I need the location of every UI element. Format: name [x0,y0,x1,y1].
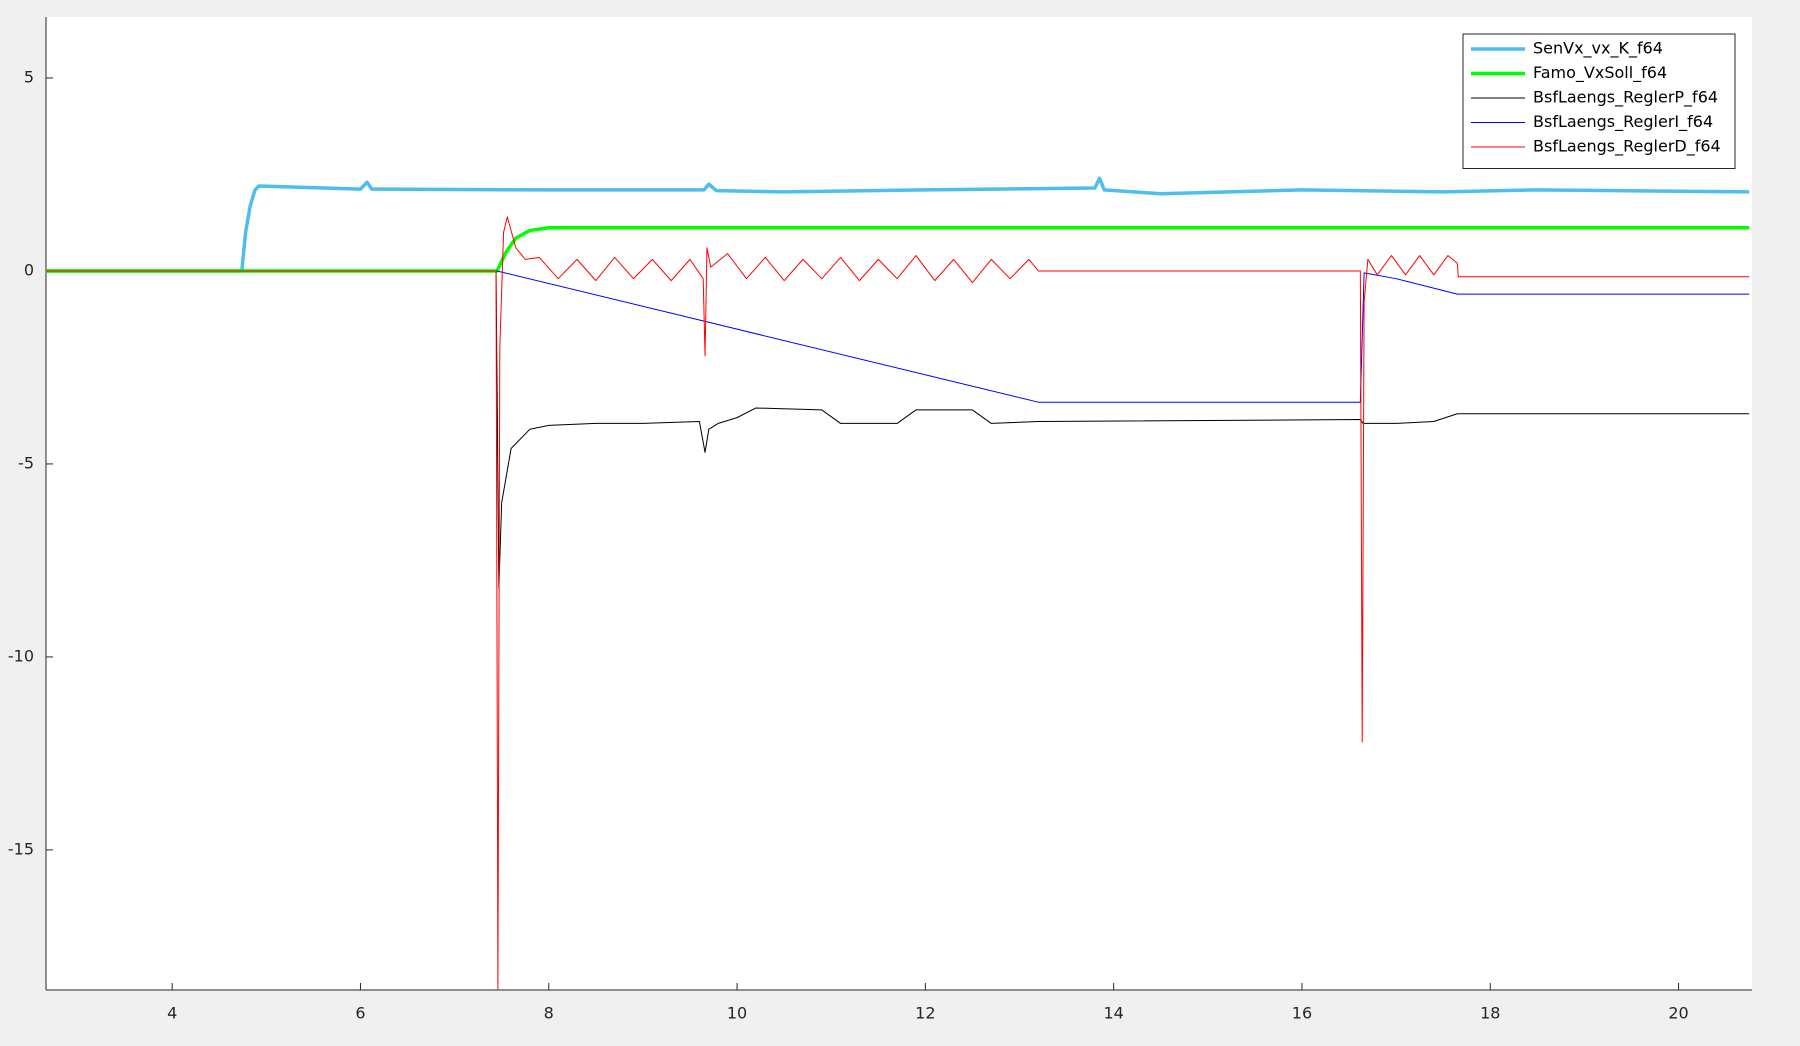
y-tick-label: -5 [18,453,34,472]
series-line [46,176,1750,273]
y-tick-label: -15 [8,839,34,858]
legend-box [1462,33,1736,169]
x-tick-label: 4 [167,1004,177,1023]
legend-label: SenVx_vx_K_f64 [1533,39,1663,59]
plot-area [46,17,1752,990]
legend-label: Famo_VxSoll_f64 [1533,63,1667,83]
series-line [46,270,1750,588]
y-tick-label: 0 [24,260,34,279]
x-tick-label: 14 [1103,1004,1123,1023]
x-tick-label: 10 [727,1004,747,1023]
legend-label: BsfLaengs_ReglerI_f64 [1533,112,1713,132]
y-tick-label: 5 [24,67,34,86]
y-tick-label: -10 [8,646,34,665]
series-line [46,216,1750,990]
x-tick-label: 18 [1480,1004,1500,1023]
x-tick-label: 20 [1668,1004,1688,1023]
series-line [46,270,1750,403]
x-tick-label: 12 [915,1004,935,1023]
x-tick-label: 8 [544,1004,554,1023]
legend-label: BsfLaengs_ReglerP_f64 [1533,88,1718,108]
legend-label: BsfLaengs_ReglerD_f64 [1533,137,1721,157]
x-tick-label: 16 [1292,1004,1312,1023]
legend: SenVx_vx_K_f64 Famo_VxSoll_f64 BsfLaengs_R… [1462,33,1736,169]
x-tick-label: 6 [355,1004,365,1023]
